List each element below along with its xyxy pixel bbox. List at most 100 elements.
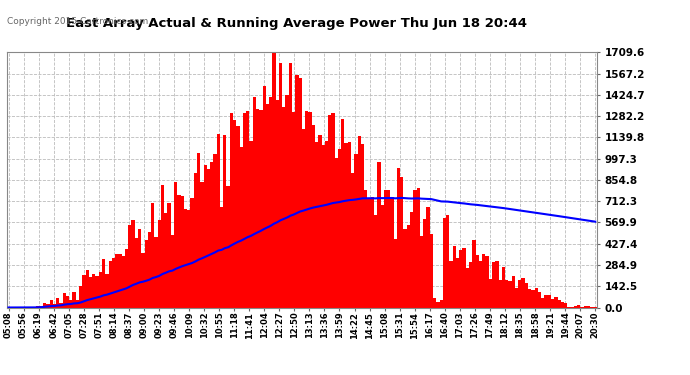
Bar (262, 86, 266, 308)
Bar (92, 274, 95, 308)
Bar (351, 173, 355, 308)
Bar (367, 198, 371, 308)
Bar (528, 289, 531, 308)
Bar (460, 249, 462, 308)
Bar (322, 145, 325, 308)
Bar (106, 274, 108, 308)
Bar (89, 277, 92, 308)
Bar (86, 270, 89, 308)
Bar (135, 238, 138, 308)
Bar (318, 135, 322, 308)
Bar (391, 197, 393, 308)
Bar (479, 261, 482, 308)
Bar (230, 112, 233, 308)
Bar (426, 207, 430, 308)
Bar (387, 190, 391, 308)
Bar (554, 297, 558, 307)
Bar (236, 126, 239, 308)
Bar (99, 272, 102, 308)
Bar (279, 63, 282, 308)
Text: Copyright 2015 Cartronics.com: Copyright 2015 Cartronics.com (7, 17, 148, 26)
Bar (384, 190, 387, 308)
Bar (522, 278, 525, 308)
Bar (207, 169, 210, 308)
Bar (410, 212, 413, 308)
Bar (462, 248, 466, 308)
Bar (224, 135, 226, 308)
Bar (423, 219, 426, 308)
Bar (177, 195, 181, 308)
Bar (574, 306, 578, 308)
Bar (587, 306, 591, 308)
Bar (40, 306, 43, 308)
Bar (374, 215, 377, 308)
Bar (213, 154, 217, 308)
Bar (475, 255, 479, 308)
Text: East Array Actual & Running Average Power Thu Jun 18 20:44: East Array Actual & Running Average Powe… (66, 17, 527, 30)
Bar (515, 288, 518, 308)
Bar (112, 258, 115, 308)
Bar (295, 75, 299, 308)
Bar (273, 53, 275, 307)
Bar (115, 254, 119, 308)
Bar (187, 210, 190, 308)
Bar (76, 300, 79, 307)
Bar (226, 186, 230, 308)
Bar (119, 254, 121, 308)
Bar (125, 249, 128, 308)
Bar (338, 148, 341, 308)
Bar (561, 302, 564, 307)
Bar (502, 267, 505, 308)
Bar (302, 129, 305, 308)
Bar (168, 203, 171, 308)
Bar (53, 304, 56, 307)
Bar (548, 295, 551, 307)
Bar (456, 258, 460, 308)
Bar (46, 303, 50, 307)
Bar (108, 261, 112, 308)
Bar (200, 182, 204, 308)
Bar (344, 143, 348, 308)
Bar (551, 300, 554, 307)
Bar (197, 153, 200, 308)
Bar (430, 234, 433, 308)
Bar (531, 290, 535, 308)
Bar (174, 182, 177, 308)
Bar (194, 173, 197, 308)
Bar (164, 213, 168, 308)
Bar (509, 282, 512, 308)
Bar (535, 288, 538, 308)
Bar (449, 261, 453, 308)
Bar (43, 303, 46, 307)
Bar (495, 261, 498, 308)
Bar (397, 168, 400, 308)
Bar (394, 239, 397, 308)
Bar (404, 229, 407, 308)
Bar (433, 298, 436, 307)
Bar (56, 298, 59, 307)
Bar (469, 261, 472, 308)
Bar (525, 283, 528, 308)
Bar (151, 203, 155, 308)
Bar (217, 134, 220, 308)
Bar (443, 218, 446, 308)
Bar (266, 105, 269, 308)
Bar (256, 108, 259, 307)
Bar (161, 185, 164, 308)
Bar (305, 111, 308, 308)
Bar (243, 113, 246, 308)
Bar (512, 276, 515, 308)
Bar (591, 307, 593, 308)
Bar (33, 307, 37, 308)
Bar (286, 95, 288, 308)
Bar (59, 303, 63, 307)
Bar (578, 305, 580, 308)
Bar (299, 78, 302, 308)
Bar (355, 154, 357, 308)
Bar (436, 302, 440, 307)
Bar (558, 300, 561, 307)
Bar (335, 159, 338, 308)
Bar (377, 162, 381, 308)
Bar (259, 110, 262, 308)
Bar (181, 196, 184, 308)
